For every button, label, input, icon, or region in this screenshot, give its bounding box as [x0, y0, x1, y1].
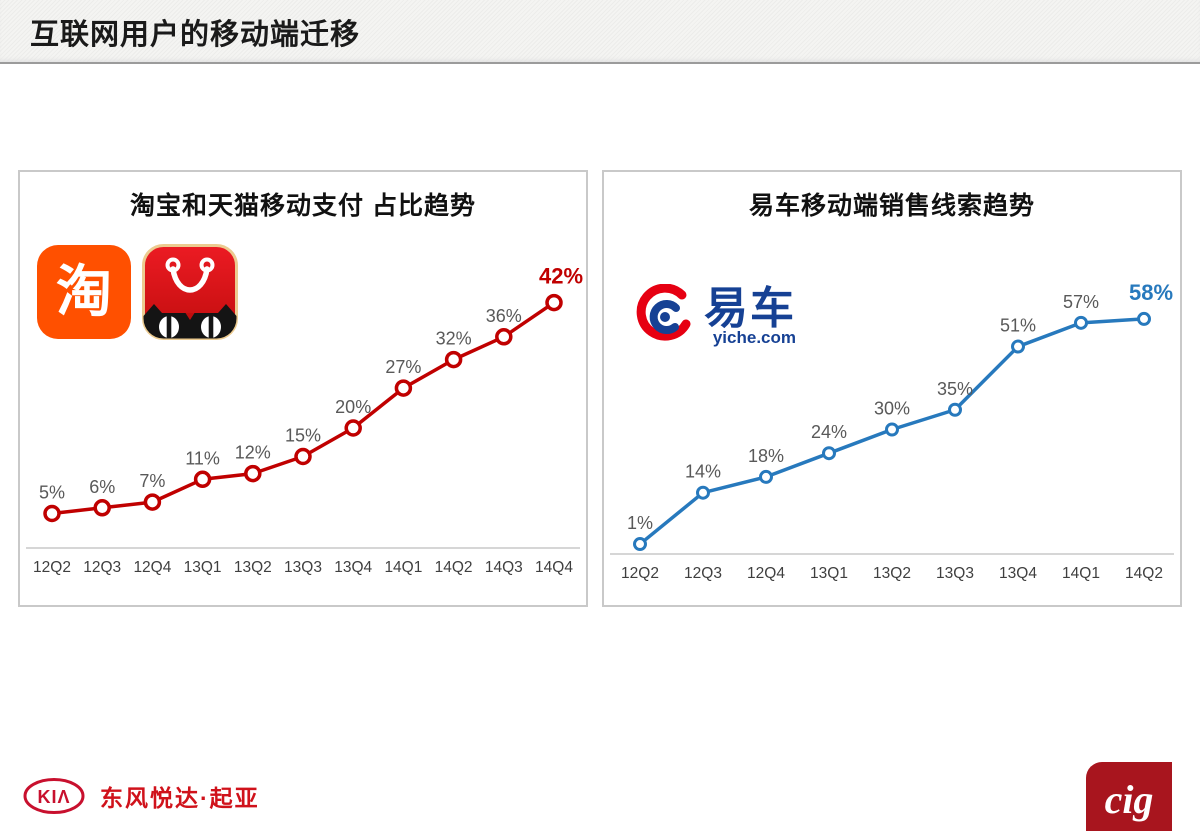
svg-text:13Q2: 13Q2: [234, 559, 272, 576]
svg-text:27%: 27%: [385, 357, 421, 377]
svg-text:14Q4: 14Q4: [535, 559, 573, 576]
svg-text:35%: 35%: [937, 379, 973, 399]
svg-text:12Q4: 12Q4: [747, 565, 785, 582]
svg-text:14Q1: 14Q1: [384, 559, 422, 576]
svg-text:36%: 36%: [486, 306, 522, 326]
svg-text:13Q4: 13Q4: [999, 565, 1037, 582]
svg-text:15%: 15%: [285, 426, 321, 446]
cig-logo-text: cig: [1104, 776, 1154, 822]
yiche-logo-name: 易车: [704, 283, 796, 333]
kia-brand-text: 东风悦达·起亚: [100, 785, 260, 811]
kia-logo-letters: KIΛ: [37, 787, 70, 807]
page-title: 互联网用户的移动端迁移: [30, 19, 361, 51]
svg-text:14Q2: 14Q2: [1125, 565, 1163, 582]
header-bar: 互联网用户的移动端迁移: [0, 0, 1200, 64]
svg-text:58%: 58%: [1129, 280, 1173, 305]
kia-logo: KIΛ: [23, 778, 85, 814]
taobao-chart-title: 淘宝和天猫移动支付 占比趋势: [130, 192, 476, 220]
taobao-trend-line-chart: 5% 12Q2 6% 12Q3 7% 12Q4 11% 13Q1 12% 13Q2 15% 13Q3 2…: [26, 264, 583, 576]
svg-text:12Q3: 12Q3: [684, 565, 722, 582]
kia-brand-block: KIΛ 东风悦达·起亚: [22, 776, 260, 816]
yiche-chart-title: 易车移动端销售线索趋势: [748, 192, 1035, 220]
taobao-tmall-panel: 淘宝和天猫移动支付 占比趋势 淘: [18, 170, 588, 607]
svg-text:42%: 42%: [539, 264, 583, 289]
svg-text:20%: 20%: [335, 397, 371, 417]
svg-text:13Q4: 13Q4: [334, 559, 372, 576]
yiche-swirl-icon: [636, 284, 691, 341]
svg-text:18%: 18%: [748, 446, 784, 466]
tmall-app-icon: [142, 244, 238, 340]
svg-text:7%: 7%: [139, 471, 165, 491]
svg-text:51%: 51%: [1000, 316, 1036, 336]
svg-text:1%: 1%: [627, 513, 653, 533]
svg-text:6%: 6%: [89, 477, 115, 497]
svg-text:12Q2: 12Q2: [621, 565, 659, 582]
svg-text:24%: 24%: [811, 422, 847, 442]
svg-text:57%: 57%: [1063, 292, 1099, 312]
yiche-panel: 易车移动端销售线索趋势 易车 yiche.com 1% 12Q2 14% 12Q3 18…: [602, 170, 1182, 607]
svg-text:30%: 30%: [874, 399, 910, 419]
svg-text:14%: 14%: [685, 462, 721, 482]
tmall-cat-face-icon: [143, 304, 237, 339]
yiche-trend-line-chart: 1% 12Q2 14% 12Q3 18% 12Q4 24% 13Q1 30% 13Q2 35% 13Q…: [610, 280, 1174, 582]
svg-text:13Q3: 13Q3: [284, 559, 322, 576]
svg-text:5%: 5%: [39, 483, 65, 503]
yiche-logo-text-group: 易车 yiche.com: [704, 283, 796, 347]
svg-text:12Q2: 12Q2: [33, 559, 71, 576]
taobao-app-icon: 淘: [37, 245, 131, 339]
cig-logo: cig: [1086, 762, 1172, 831]
yiche-logo-domain: yiche.com: [712, 327, 796, 347]
svg-text:12Q3: 12Q3: [83, 559, 121, 576]
svg-text:13Q1: 13Q1: [184, 559, 222, 576]
tmall-bag-handle-icon: [165, 257, 215, 293]
app-icons-group: 淘: [36, 244, 238, 340]
svg-text:14Q2: 14Q2: [435, 559, 473, 576]
svg-text:14Q3: 14Q3: [485, 559, 523, 576]
svg-text:12Q4: 12Q4: [133, 559, 171, 576]
taobao-glyph: 淘: [56, 260, 112, 323]
svg-text:14Q1: 14Q1: [1062, 565, 1100, 582]
svg-text:11%: 11%: [185, 448, 220, 468]
svg-text:32%: 32%: [436, 329, 472, 349]
yiche-logo: 易车 yiche.com: [634, 284, 796, 348]
svg-text:13Q2: 13Q2: [873, 565, 911, 582]
svg-text:13Q3: 13Q3: [936, 565, 974, 582]
svg-text:13Q1: 13Q1: [810, 565, 848, 582]
svg-text:12%: 12%: [235, 443, 271, 463]
